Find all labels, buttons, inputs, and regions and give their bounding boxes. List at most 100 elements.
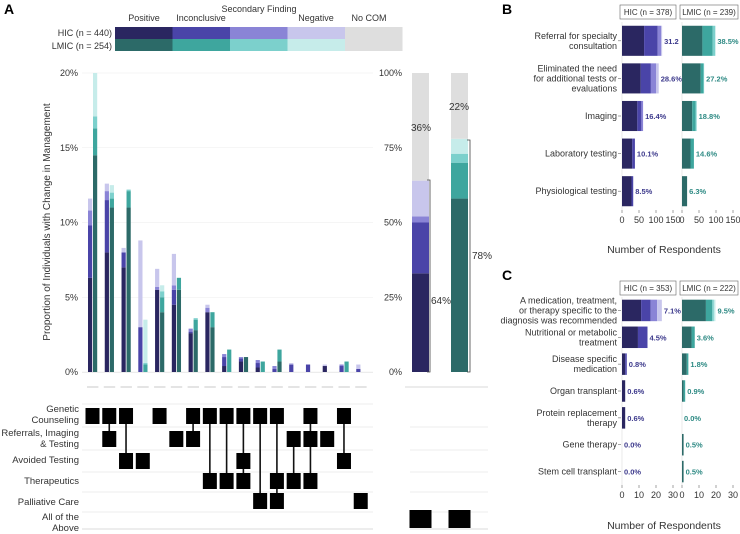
a-bar-hic-1-seg3 bbox=[104, 183, 109, 192]
panel-label-b: B bbox=[502, 1, 512, 17]
b-xtick-label: 0 bbox=[679, 215, 684, 225]
a-bar-hic-12-seg1 bbox=[289, 364, 294, 372]
a-bar-lmic-0-seg2 bbox=[93, 116, 98, 129]
upset-dot bbox=[269, 493, 284, 509]
c-xtick-label: 20 bbox=[651, 490, 661, 500]
upset-dot bbox=[169, 431, 184, 447]
a-bar-hic-15-seg1 bbox=[339, 366, 344, 372]
panel-a-ylabel: Proportion of Individuals with Change in… bbox=[42, 103, 53, 341]
upset-dot bbox=[253, 408, 268, 424]
upset-row-palliative-care: Palliative Care bbox=[18, 497, 79, 508]
b-bar-hic-2-seg0 bbox=[622, 100, 638, 132]
upset-dot bbox=[119, 408, 134, 424]
a-bar-hic-5-seg1 bbox=[171, 289, 177, 305]
a-bar-hic-6-seg0 bbox=[188, 333, 193, 372]
c-category-label: Gene therapy bbox=[562, 440, 617, 450]
summary-ytick-label: 25% bbox=[384, 292, 402, 302]
upset-dot bbox=[102, 431, 117, 447]
c-category-label: A medication, treatment, bbox=[520, 295, 617, 305]
a-bar-hic-10-seg2 bbox=[255, 360, 260, 364]
a-bar-hic-14-seg0 bbox=[322, 366, 327, 372]
upset-dot bbox=[286, 473, 301, 489]
a-bar-hic-9-seg2 bbox=[238, 357, 244, 359]
facet-c-hic: HIC (n = 353) bbox=[624, 284, 673, 293]
a-bar-lmic-5-seg0 bbox=[176, 289, 182, 372]
facet-b-lmic-box bbox=[679, 4, 739, 20]
upset-dot bbox=[219, 408, 234, 424]
c-category-label: Stem cell transplant bbox=[538, 467, 618, 477]
upset-dot bbox=[303, 408, 318, 424]
upset-dot bbox=[286, 431, 301, 447]
a-bar-hic-10-seg0 bbox=[255, 367, 260, 372]
a-bar-hic-2-seg0 bbox=[121, 267, 126, 372]
a-bar-lmic-1-seg1 bbox=[109, 198, 114, 208]
b-category-label: evaluations bbox=[571, 83, 617, 93]
a-bar-lmic-11-seg1 bbox=[277, 349, 282, 362]
a-bar-lmic-6-seg2 bbox=[193, 318, 198, 320]
a-bar-lmic-9-seg0 bbox=[243, 357, 249, 372]
c-category-label: medication bbox=[573, 364, 617, 374]
a-bar-lmic-0-seg1 bbox=[93, 128, 98, 156]
upset-dot bbox=[269, 408, 284, 424]
summary-bar-lmic-seg2 bbox=[451, 153, 468, 163]
upset-row-referrals-2: & Testing bbox=[40, 439, 79, 450]
b-bar-hic-3-seg0 bbox=[622, 138, 633, 169]
b-category-label: consultation bbox=[569, 41, 617, 51]
c-bar-lmic-2-seg0 bbox=[682, 353, 687, 375]
c-value-hic-0: 7.1% bbox=[664, 306, 681, 315]
a-bar-lmic-8-seg1 bbox=[227, 349, 232, 372]
upset-dot bbox=[236, 473, 251, 489]
c-xtick-label: 20 bbox=[711, 490, 721, 500]
summary-bar-lmic-seg1 bbox=[451, 162, 468, 199]
b-bar-hic-2-seg1 bbox=[637, 100, 642, 132]
legend-col-inconclusive: Inconclusive bbox=[176, 13, 226, 23]
upset-dot bbox=[320, 431, 335, 447]
a-bar-lmic-3-seg1 bbox=[143, 364, 148, 372]
upset-row-therapeutics: Therapeutics bbox=[24, 476, 79, 487]
b-value-hic-3: 10.1% bbox=[637, 150, 659, 159]
upset-dot bbox=[269, 473, 284, 489]
facet-c-hic-box bbox=[619, 280, 677, 296]
summary-lmic-bracket bbox=[467, 139, 471, 373]
a-bar-lmic-5-seg1 bbox=[176, 277, 182, 290]
summary-bar-lmic-seg3 bbox=[451, 138, 468, 154]
a-bar-lmic-1-seg0 bbox=[109, 207, 114, 372]
b-bar-lmic-2-seg0 bbox=[682, 100, 693, 132]
b-xtick-label: 0 bbox=[619, 215, 624, 225]
c-bar-hic-1-seg1 bbox=[637, 326, 648, 349]
legend-col-negative: Negative bbox=[298, 13, 334, 23]
legend-a: Positive Inconclusive Secondary Finding … bbox=[52, 4, 403, 51]
a-bar-lmic-4-seg3 bbox=[160, 285, 165, 292]
panel-b: HIC (n = 378) LMIC (n = 239) 0 50 100 15031… bbox=[533, 4, 740, 256]
c-bar-hic-3-seg0 bbox=[622, 380, 626, 402]
c-bar-lmic-2-seg1 bbox=[686, 353, 689, 375]
b-xtick-label: 100 bbox=[648, 215, 663, 225]
c-xtick-label: 30 bbox=[668, 490, 678, 500]
upset-dot bbox=[152, 408, 167, 424]
a-bar-hic-5-seg0 bbox=[171, 304, 177, 372]
upset-matrix: Genetic Counseling Referrals, Imaging & … bbox=[1, 403, 488, 534]
facet-c-lmic: LMIC (n = 222) bbox=[682, 284, 736, 293]
legend-swatch-lmic-0 bbox=[115, 39, 173, 51]
b-category-label: Laboratory testing bbox=[545, 149, 617, 159]
c-value-lmic-2: 1.8% bbox=[690, 360, 707, 369]
a-bar-lmic-4-seg0 bbox=[160, 312, 165, 372]
a-bar-hic-16-seg3 bbox=[356, 364, 361, 370]
c-bar-hic-4-seg0 bbox=[622, 407, 626, 429]
b-bar-lmic-0-seg1 bbox=[702, 25, 713, 56]
upset-dot bbox=[219, 473, 234, 489]
upset-dot bbox=[336, 408, 351, 424]
b-bar-hic-0-seg3 bbox=[661, 25, 663, 56]
c-bar-lmic-0-seg1 bbox=[705, 299, 713, 322]
a-bar-lmic-7-seg1 bbox=[210, 312, 215, 328]
c-xtick-label: 10 bbox=[634, 490, 644, 500]
a-bar-lmic-4-seg1 bbox=[160, 297, 165, 313]
b-bar-lmic-1-seg2 bbox=[703, 63, 705, 94]
c-value-hic-6: 0.0% bbox=[624, 468, 641, 477]
panel-a-plot: Proportion of Individuals with Change in… bbox=[42, 68, 373, 388]
b-bar-lmic-0-seg2 bbox=[712, 25, 716, 56]
b-value-hic-1: 28.6% bbox=[661, 74, 683, 83]
summary-ytick-label: 100% bbox=[379, 68, 402, 78]
a-bar-hic-6-seg2 bbox=[188, 328, 193, 332]
